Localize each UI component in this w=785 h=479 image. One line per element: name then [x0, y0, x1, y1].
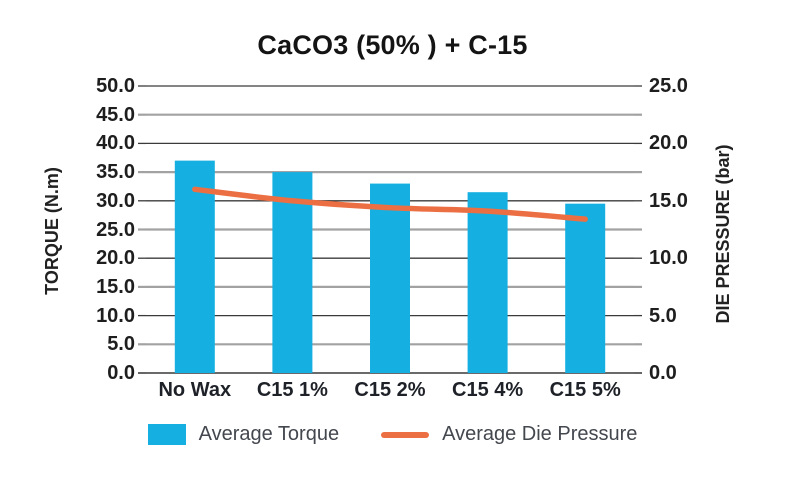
- legend-label-torque: Average Torque: [198, 423, 340, 445]
- left-y-tick-label: 15.0: [96, 275, 135, 298]
- right-y-tick-label: 10.0: [649, 247, 688, 270]
- right-y-tick-label: 20.0: [649, 132, 688, 155]
- left-y-tick-label: 40.0: [96, 132, 135, 155]
- left-y-tick-label: 50.0: [96, 75, 135, 97]
- left-y-tick-label: 45.0: [96, 103, 135, 126]
- torque-bar: [467, 192, 508, 373]
- left-y-tick-label: 10.0: [96, 304, 135, 327]
- right-y-tick-label: 0.0: [649, 362, 677, 384]
- pressure-line-swatch-icon: [381, 431, 430, 438]
- chart-title: CaCO3 (50% ) + C-15: [257, 30, 528, 60]
- die-pressure-line: [192, 186, 588, 222]
- chart-legend: Average Torque Average Die Pressure: [0, 423, 785, 446]
- x-category-label: No Wax: [158, 379, 232, 401]
- x-category-label: C15 2%: [354, 379, 426, 401]
- legend-label-pressure: Average Die Pressure: [442, 423, 638, 445]
- torque-bar: [565, 203, 606, 373]
- left-y-tick-label: 20.0: [96, 247, 135, 270]
- torque-bar: [370, 183, 410, 373]
- legend-item-torque: Average Torque: [147, 423, 340, 446]
- torque-bar: [272, 172, 313, 373]
- right-y-tick-label: 25.0: [649, 75, 688, 97]
- left-y-tick-label: 30.0: [96, 189, 135, 212]
- torque-swatch-icon: [147, 424, 186, 445]
- torque-bar: [174, 160, 215, 373]
- x-category-label: C15 5%: [549, 379, 621, 401]
- x-category-label: C15 4%: [452, 379, 524, 401]
- left-y-tick-label: 35.0: [96, 161, 135, 184]
- legend-item-pressure: Average Die Pressure: [381, 423, 637, 446]
- left-y-tick-label: 25.0: [96, 218, 135, 241]
- x-category-label: C15 1%: [256, 379, 328, 401]
- left-y-tick-label: 0.0: [107, 362, 135, 384]
- right-y-tick-label: 15.0: [649, 189, 688, 212]
- left-y-tick-label: 5.0: [107, 333, 135, 356]
- right-y-tick-label: 5.0: [649, 304, 677, 327]
